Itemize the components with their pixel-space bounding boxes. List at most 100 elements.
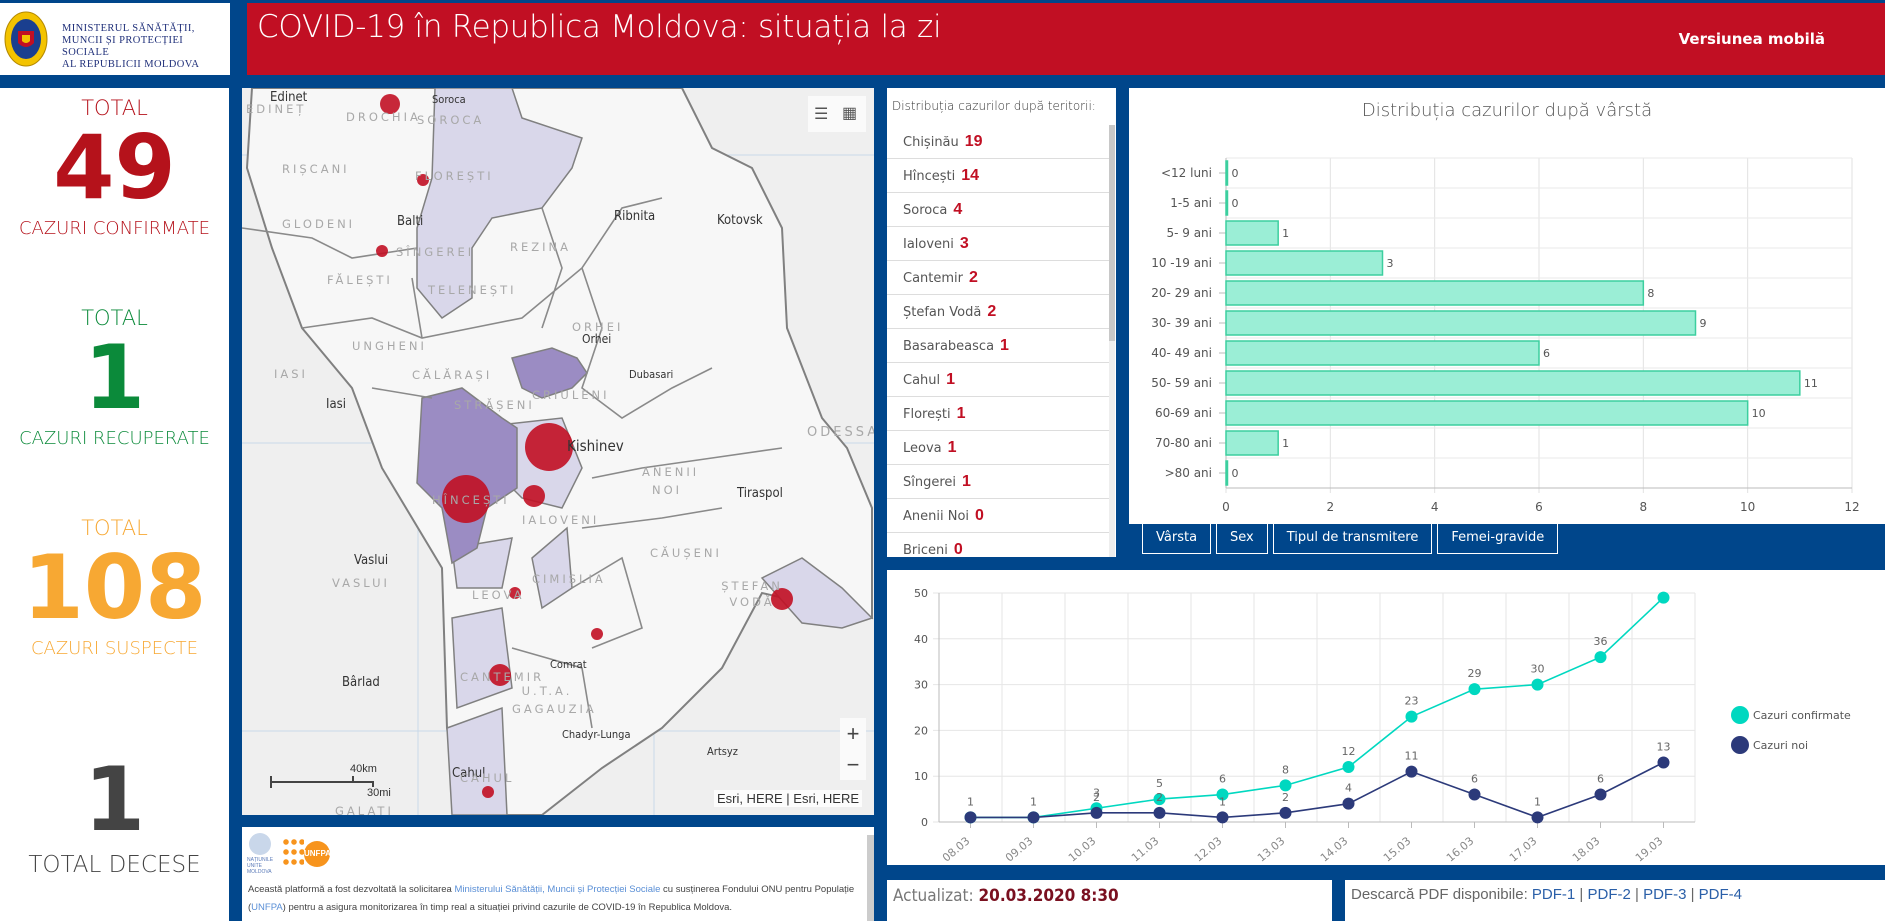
pdf-link-3[interactable]: PDF-3 [1643,886,1687,903]
mobile-version-link[interactable]: Versiunea mobilă [1678,30,1825,48]
territory-item[interactable]: Sîngerei 1 [887,465,1109,499]
map-region-label: ȘTEFAN VODĂ [721,579,783,609]
bar-value-label: 8 [1647,287,1654,300]
map-place-label: Chadyr-Lunga [562,728,631,741]
territory-item[interactable]: Cahul 1 [887,363,1109,397]
y-tick-label: 30 [914,679,928,692]
case-marker-hincesti[interactable] [442,475,490,523]
territory-item[interactable]: Soroca 4 [887,193,1109,227]
data-label: 1 [1030,795,1037,808]
pdf-link-4[interactable]: PDF-4 [1698,886,1742,903]
data-point [1090,806,1103,819]
case-marker-cantemir[interactable] [489,664,511,686]
territory-item[interactable]: Florești 1 [887,397,1109,431]
zoom-in-button[interactable]: + [846,721,860,746]
map-region-label: TELENEȘTI [428,283,517,297]
map-region-label: DROCHIA [346,110,421,124]
tab-varsta[interactable]: Vârsta [1142,524,1212,554]
x-tick-label: 10.03 [1066,834,1098,864]
data-point [1153,793,1166,806]
x-tick-label: 15.03 [1381,834,1413,864]
case-marker-basarabeasca[interactable] [591,628,603,640]
case-marker-soroca[interactable] [380,94,400,114]
territory-count: 2 [969,269,978,286]
x-tick-label: 10 [1740,500,1755,514]
data-point [1657,756,1670,769]
data-label: 1 [1219,795,1226,808]
territory-item[interactable]: Hîncești 14 [887,159,1109,193]
y-tick-label: 30- 39 ani [1151,316,1212,330]
x-tick-label: 12.03 [1192,834,1224,864]
bar [1225,190,1229,216]
case-marker-ialoveni[interactable] [523,485,545,507]
tab-pregnant-women[interactable]: Femei-gravide [1437,524,1559,554]
case-marker-singerei[interactable] [376,245,388,257]
y-tick-label: 10 -19 ani [1151,256,1212,270]
map-place-label: Vaslui [354,553,389,568]
territory-item[interactable]: Leova 1 [887,431,1109,465]
legend-list-icon[interactable]: ☰ [814,106,829,123]
basemap-gallery-icon[interactable]: ▦ [842,105,858,122]
legend-marker [1731,736,1749,754]
territory-list-scrollbar[interactable] [1109,125,1115,557]
territory-item[interactable]: Basarabeasca 1 [887,329,1109,363]
case-marker-leova[interactable] [509,587,521,599]
series-line [970,761,1664,819]
tab-sex[interactable]: Sex [1216,524,1268,554]
map-place-label: Artsyz [707,745,738,758]
case-marker-floresti[interactable] [417,174,429,186]
bar [1225,160,1229,186]
pdf-link-1[interactable]: PDF-1 [1531,886,1576,903]
unfpa-link[interactable]: UNFPA [251,902,283,913]
territory-item[interactable]: Cantemir 2 [887,261,1109,295]
x-tick-label: 19.03 [1633,834,1665,864]
data-label: 13 [1657,740,1671,753]
case-marker-chisinau[interactable] [525,423,573,471]
map-view[interactable]: Edinet Soroca Balti Ribnita Kotovsk Orhe… [242,88,874,815]
territory-name: Ialoveni [903,237,954,252]
tab-transmission-type[interactable]: Tipul de transmitere [1272,524,1433,554]
un-emblem-icon [249,833,271,855]
territory-item[interactable]: Briceni 0 [887,533,1109,557]
map-place-label: Dubasari [629,368,674,381]
legend-label: Cazuri confirmate [1753,709,1851,722]
territory-list-title: Distribuția cazurilor după teritorii: [892,99,1096,113]
territory-item[interactable]: Chișinău 19 [887,125,1109,159]
territory-item[interactable]: Ștefan Vodă 2 [887,295,1109,329]
unfpa-dots-icon [282,837,304,867]
scale-bar-tick [352,776,354,782]
pdf-link-2[interactable]: PDF-2 [1587,886,1631,903]
ministry-link[interactable]: Ministerului Sănătății, Muncii și Protec… [454,884,661,895]
zoom-out-button[interactable]: − [846,752,860,777]
territory-item[interactable]: Anenii Noi 0 [887,499,1109,533]
unfpa-logo: UNFPA [304,841,331,867]
data-point [1405,710,1418,723]
x-tick-label: 18.03 [1570,834,1602,864]
zoom-control: + − [840,718,866,780]
map-region-label: IASI [274,367,308,381]
bar-value-label: 6 [1543,347,1550,360]
territory-count: 1 [947,439,957,456]
data-point [1468,788,1481,801]
territory-item[interactable]: Ialoveni 3 [887,227,1109,261]
case-marker-stefan-voda[interactable] [771,588,793,610]
pdf-downloads-box: Descarcă PDF disponibile: PDF-1 | PDF-2 … [1345,880,1885,921]
credits-text: Această platformă a fost dezvoltată la s… [248,881,860,917]
data-point [1216,788,1229,801]
credits-panel: NAȚIUNILE UNITE MOLDOVA UNFPA Această pl… [242,827,874,921]
stat-confirmed: TOTAL 49 CAZURI CONFIRMATE [0,96,229,239]
map-place-label: Comrat [550,658,587,671]
data-point [1279,779,1292,792]
pdf-separator: | [1630,886,1644,903]
map-place-label: Ribnita [614,209,656,224]
bar-value-label: 0 [1232,197,1239,210]
y-tick-label: 40- 49 ani [1151,346,1212,360]
territory-name: Basarabeasca [903,339,995,354]
map-region-label: RIȘCANI [282,162,350,176]
case-marker-cahul[interactable] [482,786,494,798]
y-tick-label: 20- 29 ani [1151,286,1212,300]
scrollbar-thumb[interactable] [1109,125,1115,341]
credits-text-part: ) pentru a asigura monitorizarea în timp… [282,902,733,913]
credits-scrollbar[interactable] [867,835,874,921]
data-point [1594,788,1607,801]
